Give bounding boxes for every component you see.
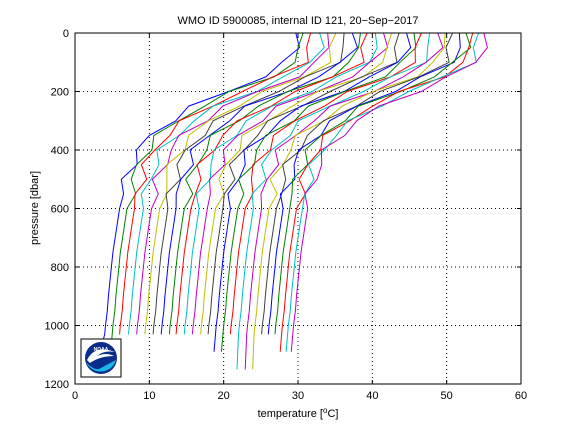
- y-tick-label: 1200: [45, 379, 69, 391]
- profile-line-19: [244, 32, 444, 370]
- series-group: [102, 32, 488, 370]
- profile-line-2: [110, 32, 304, 352]
- y-tick-label: 1000: [45, 321, 69, 333]
- profile-line-6: [144, 32, 337, 335]
- profile-line-1: [102, 32, 301, 341]
- y-tick-label: 600: [51, 204, 69, 216]
- profile-line-20: [252, 32, 446, 370]
- profile-line-14: [207, 32, 400, 335]
- profile-line-18: [236, 32, 431, 370]
- profile-line-3: [119, 32, 312, 335]
- profile-line-11: [183, 32, 378, 335]
- x-tick-label: 40: [366, 390, 378, 402]
- noaa-logo-text: NOAA: [94, 347, 109, 353]
- x-tick-label: 50: [441, 390, 453, 402]
- x-axis-label: temperature [oC]: [258, 406, 339, 421]
- y-tick-label: 0: [63, 28, 69, 40]
- y-tick-label: 400: [51, 145, 69, 157]
- profile-line-22: [267, 32, 461, 335]
- profile-line-8: [160, 32, 359, 335]
- noaa-logo: NOAA: [80, 338, 122, 378]
- profile-line-17: [229, 32, 422, 335]
- ticks: [74, 32, 522, 385]
- profile-line-4: [128, 32, 325, 335]
- x-tick-label: 30: [292, 390, 304, 402]
- profile-line-7: [152, 32, 345, 335]
- x-tick-label: 10: [143, 390, 155, 402]
- x-tick-label: 20: [218, 390, 230, 402]
- x-tick-label: 60: [515, 390, 527, 402]
- profile-line-16: [220, 32, 417, 352]
- noaa-logo-wave: [86, 360, 116, 372]
- profile-line-5: [136, 32, 330, 335]
- profile-line-10: [175, 32, 368, 335]
- profile-line-9: [168, 32, 361, 335]
- noaa-logo-bird: [87, 349, 115, 363]
- y-tick-label: 800: [51, 262, 69, 274]
- chart-title: WMO ID 5900085, internal ID 121, 20−Sep−…: [178, 15, 419, 27]
- y-tick-label: 200: [51, 87, 69, 99]
- profile-line-26: [290, 32, 488, 352]
- profile-line-13: [200, 32, 393, 335]
- profile-line-15: [213, 32, 412, 352]
- profile-line-21: [261, 32, 454, 335]
- x-tick-label: 0: [72, 390, 78, 402]
- profile-line-12: [191, 32, 389, 335]
- profile-line-23: [274, 32, 472, 335]
- y-axis-label: pressure [dbar]: [29, 171, 41, 245]
